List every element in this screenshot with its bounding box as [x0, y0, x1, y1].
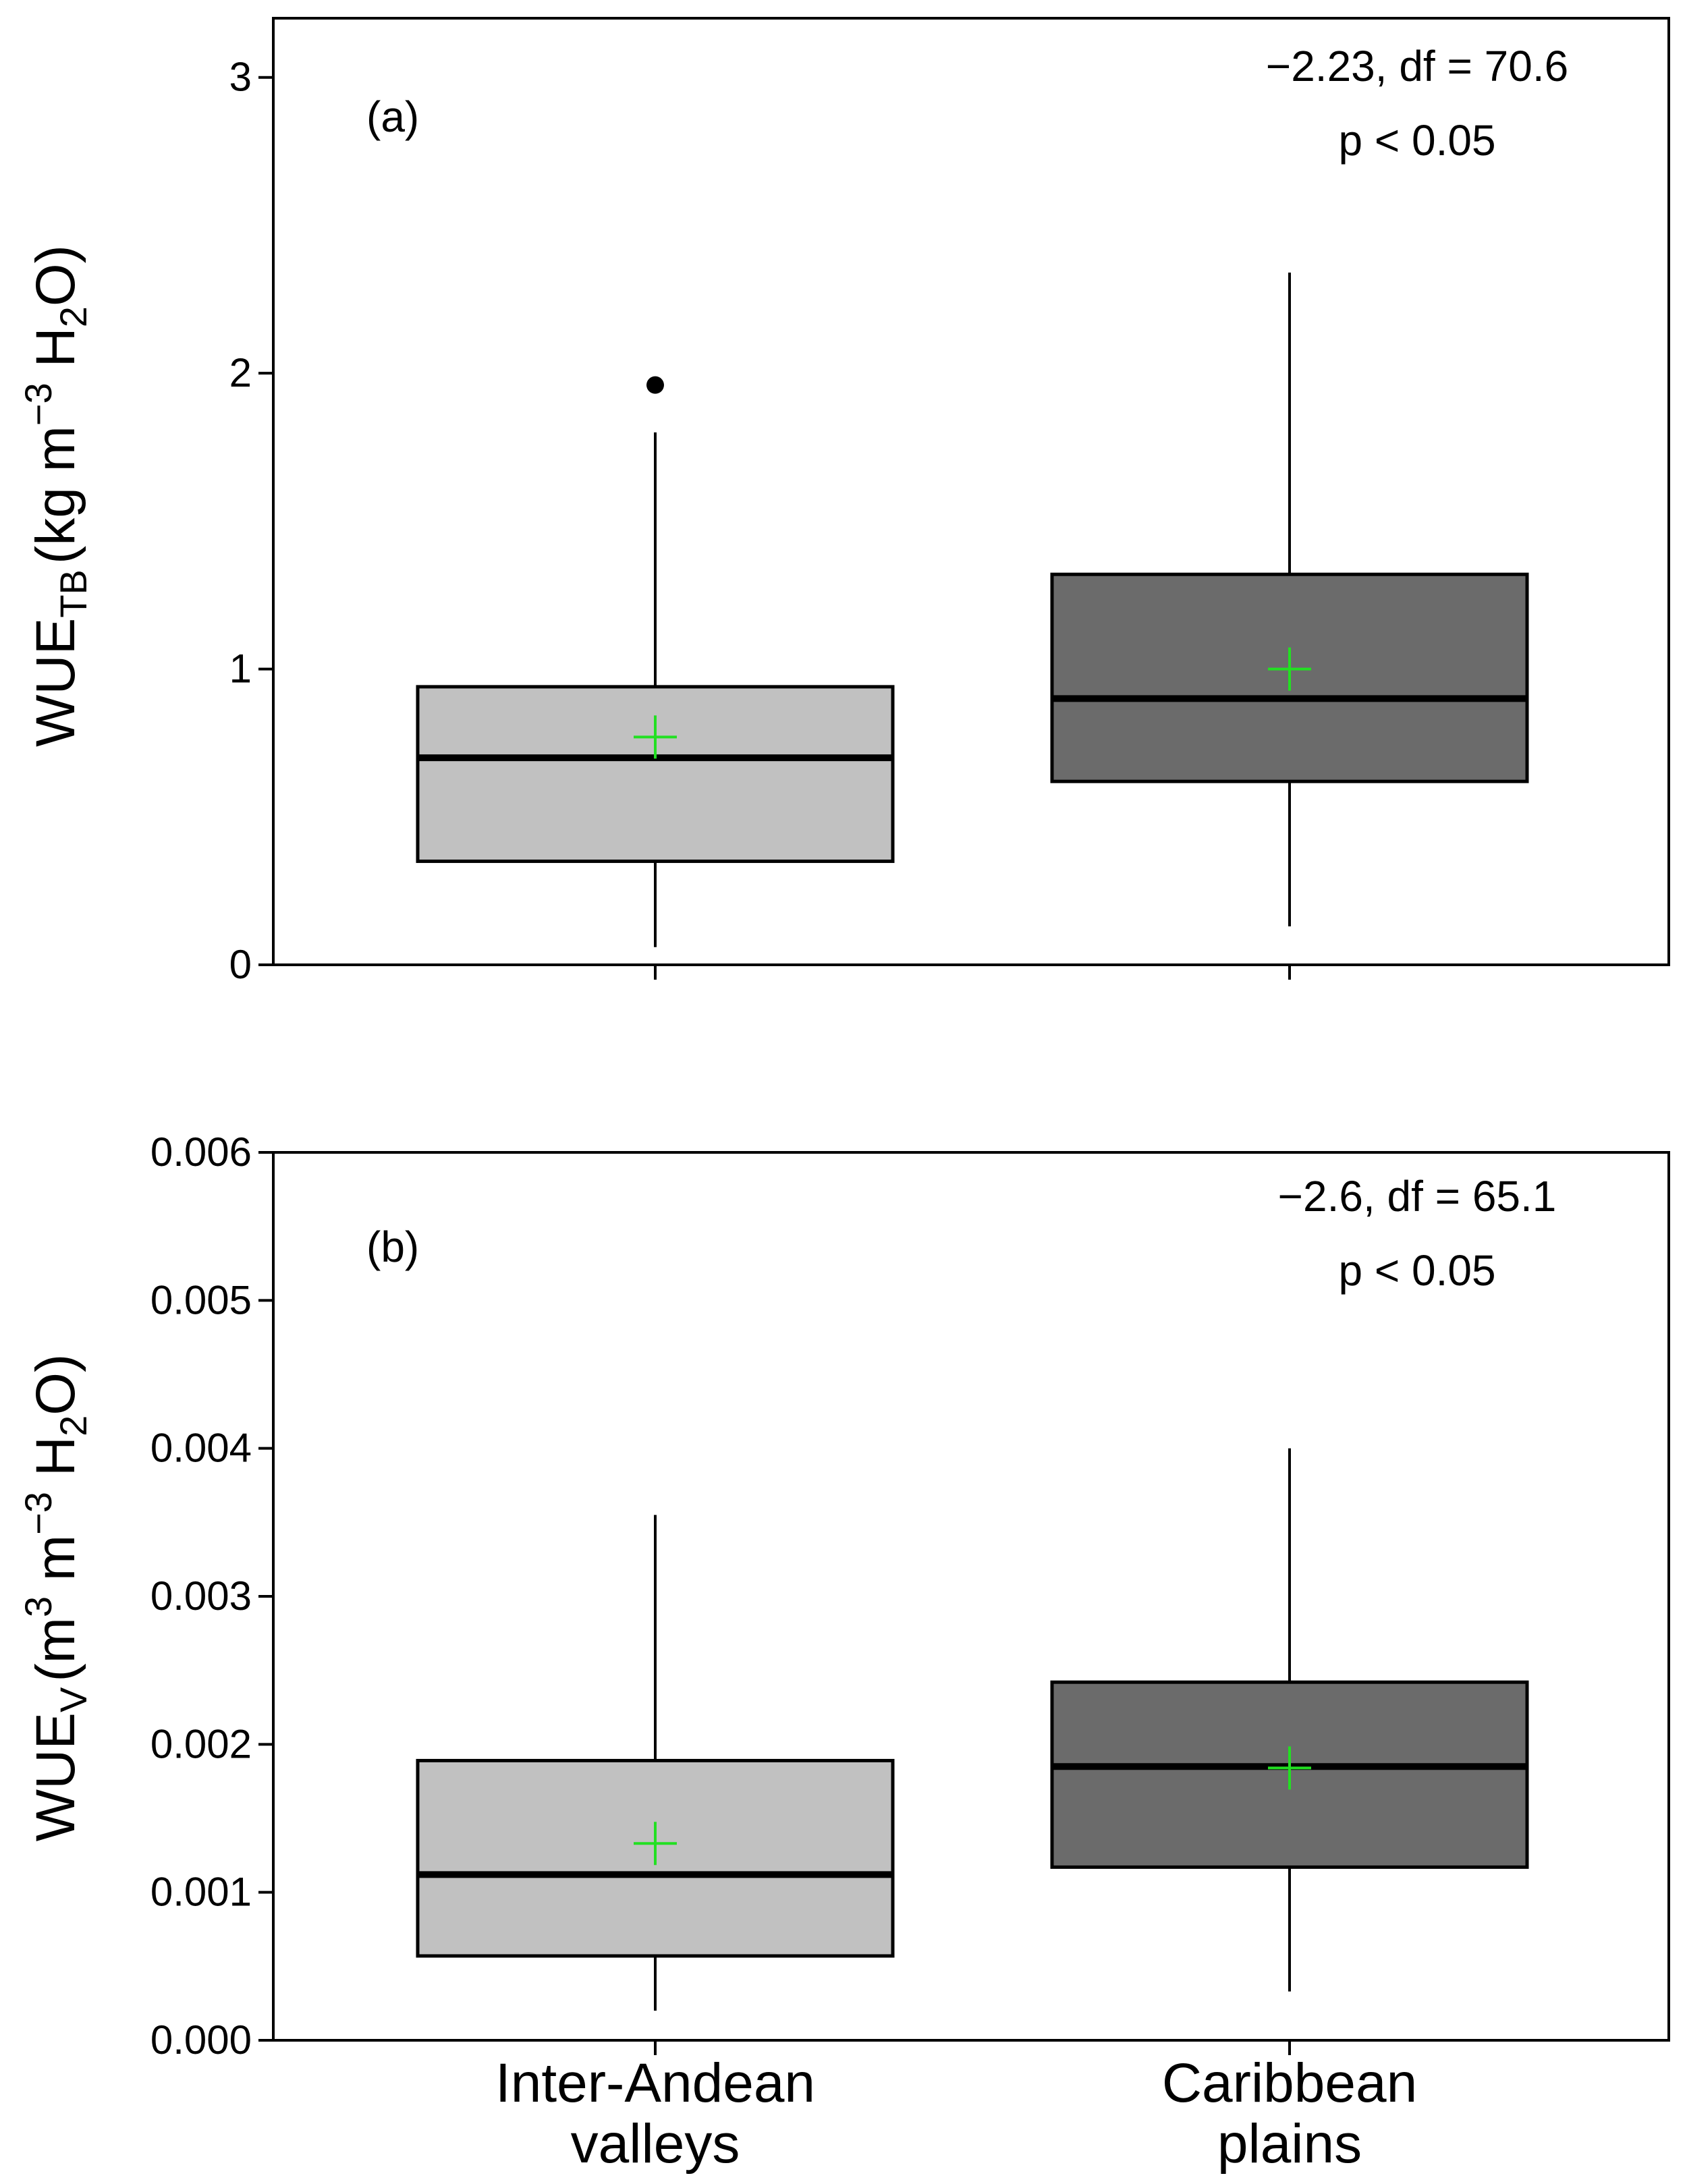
x-axis-category-labels: Inter-Andean valleys Caribbean plains: [495, 2052, 1417, 2175]
panel-b-ytick-label: 0.001: [150, 1870, 252, 1915]
panel-a-inter-andean-outlier: [646, 376, 664, 394]
panel-b-label: (b): [366, 1223, 419, 1271]
panel-a-inter-andean-box: [416, 685, 895, 864]
panel-b-ytick-label: 0.000: [150, 2017, 252, 2063]
panel-a-ytick-label: 1: [229, 646, 252, 692]
panel-b-ytick-label: 0.005: [150, 1277, 252, 1322]
panel-a-ytick-label: 3: [229, 55, 252, 100]
panel-a-ytick-label: 2: [229, 350, 252, 395]
panel-b-frame: [272, 1151, 1670, 2042]
category-label-inter-andean-line2: valleys: [571, 2113, 740, 2175]
panel-a-stat-line1: −2.23, df = 70.6: [1266, 42, 1568, 90]
panel-a: WUETB(kg m−3 H2O) 0 1 2 3 (a) −2.23, df = 7…: [17, 17, 1670, 987]
category-label-caribbean-line1: Caribbean: [1162, 2052, 1417, 2114]
panel-b-ytick-label: 0.002: [150, 1721, 252, 1766]
category-label-caribbean-line2: plains: [1217, 2113, 1362, 2175]
panel-b-ytick-label: 0.004: [150, 1426, 252, 1471]
panel-a-label: (a): [366, 92, 419, 141]
panel-b-stat-line1: −2.6, df = 65.1: [1278, 1172, 1557, 1221]
panel-b-ylabel: WUEV(m3 m−3 H2O): [17, 1354, 94, 1842]
panel-a-ytick-label: 0: [229, 942, 252, 987]
panel-b-ytick-label: 0.003: [150, 1573, 252, 1619]
panel-a-ylabel: WUETB(kg m−3 H2O): [17, 245, 94, 747]
panel-b-stat-line2: p < 0.05: [1338, 1246, 1495, 1295]
panel-a-frame: [272, 17, 1670, 966]
panel-a-stat-line2: p < 0.05: [1338, 116, 1495, 165]
panel-b: WUEV(m3 m−3 H2O) 0.000 0.001 0.002 0.003 0.0…: [17, 1129, 1670, 2063]
panel-b-ytick-label: 0.006: [150, 1129, 252, 1175]
category-label-inter-andean-line1: Inter-Andean: [495, 2052, 815, 2114]
